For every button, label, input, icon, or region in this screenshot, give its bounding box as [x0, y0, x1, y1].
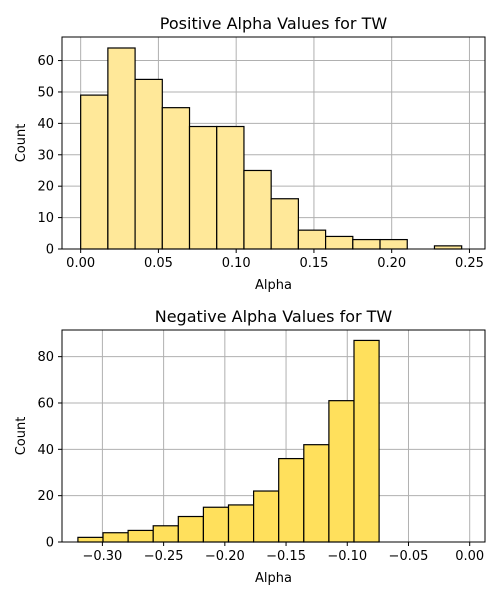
negative-alpha-histogram: −0.30 −0.25 −0.20 −0.15 −0.10 −0.05 0.00 0 20 40 6… [14, 307, 486, 586]
histogram-bar [188, 125, 218, 250]
histogram-bar [127, 529, 154, 543]
x-tick-label: −0.30 [82, 549, 122, 564]
histogram-bar [270, 198, 299, 250]
x-tick-label: 0.05 [144, 256, 173, 271]
plot-frame [61, 36, 486, 250]
y-tick-label: 80 [37, 350, 54, 365]
histogram-bar [107, 47, 136, 250]
chart-title: Positive Alpha Values for TW [160, 14, 388, 33]
y-tick-label: 60 [37, 54, 54, 69]
x-tick-label: 0.25 [455, 256, 484, 271]
histogram-bar [227, 504, 255, 543]
x-tick-label: 0.10 [222, 256, 251, 271]
y-axis-label: Count [14, 417, 29, 456]
histogram-bar [134, 78, 163, 250]
chart-title: Negative Alpha Values for TW [155, 307, 393, 326]
x-tick-label: −0.20 [205, 549, 245, 564]
x-tick-label: −0.05 [389, 549, 429, 564]
y-tick-label: 60 [37, 396, 54, 411]
histogram-bar [243, 169, 272, 250]
x-tick-label: 0.00 [66, 256, 95, 271]
y-tick-label: 20 [37, 180, 54, 195]
histogram-bar [253, 490, 280, 543]
x-axis-label: Alpha [255, 278, 292, 293]
histogram-bar [161, 107, 191, 250]
positive-alpha-histogram: 0.00 0.05 0.10 0.15 0.20 0.25 0 10 20 30 40 50 60 Pos… [14, 14, 486, 293]
x-tick-label: 0.00 [455, 549, 484, 564]
histogram-bar [216, 125, 245, 250]
y-axis-label: Count [14, 124, 29, 163]
x-tick-label: 0.15 [299, 256, 328, 271]
x-axis-label: Alpha [255, 571, 292, 586]
x-tick-label: −0.25 [144, 549, 184, 564]
histogram-bar [324, 235, 354, 250]
histogram-bar [102, 532, 129, 543]
histogram-bar [379, 238, 408, 250]
x-tick-label: −0.10 [327, 549, 367, 564]
histogram-bar [352, 238, 381, 250]
x-tick-label: 0.20 [377, 256, 406, 271]
y-tick-label: 30 [37, 148, 54, 163]
histogram-bar [177, 515, 205, 543]
histogram-bar [303, 444, 330, 543]
histogram-bar [152, 525, 179, 543]
histogram-bar [353, 339, 380, 543]
histogram-bar [278, 457, 305, 543]
plot-frame [61, 329, 486, 543]
y-tick-label: 40 [37, 443, 54, 458]
y-tick-label: 0 [46, 243, 54, 258]
histogram-bar [202, 506, 230, 543]
histogram-bar [77, 536, 104, 543]
y-tick-label: 40 [37, 117, 54, 132]
y-tick-label: 0 [46, 536, 54, 551]
y-tick-label: 20 [37, 489, 54, 504]
histogram-bar [297, 229, 327, 250]
histogram-bar [328, 400, 355, 543]
y-tick-label: 10 [37, 211, 54, 226]
histogram-bar [80, 94, 109, 250]
x-tick-label: −0.15 [266, 549, 306, 564]
y-tick-label: 50 [37, 85, 54, 100]
